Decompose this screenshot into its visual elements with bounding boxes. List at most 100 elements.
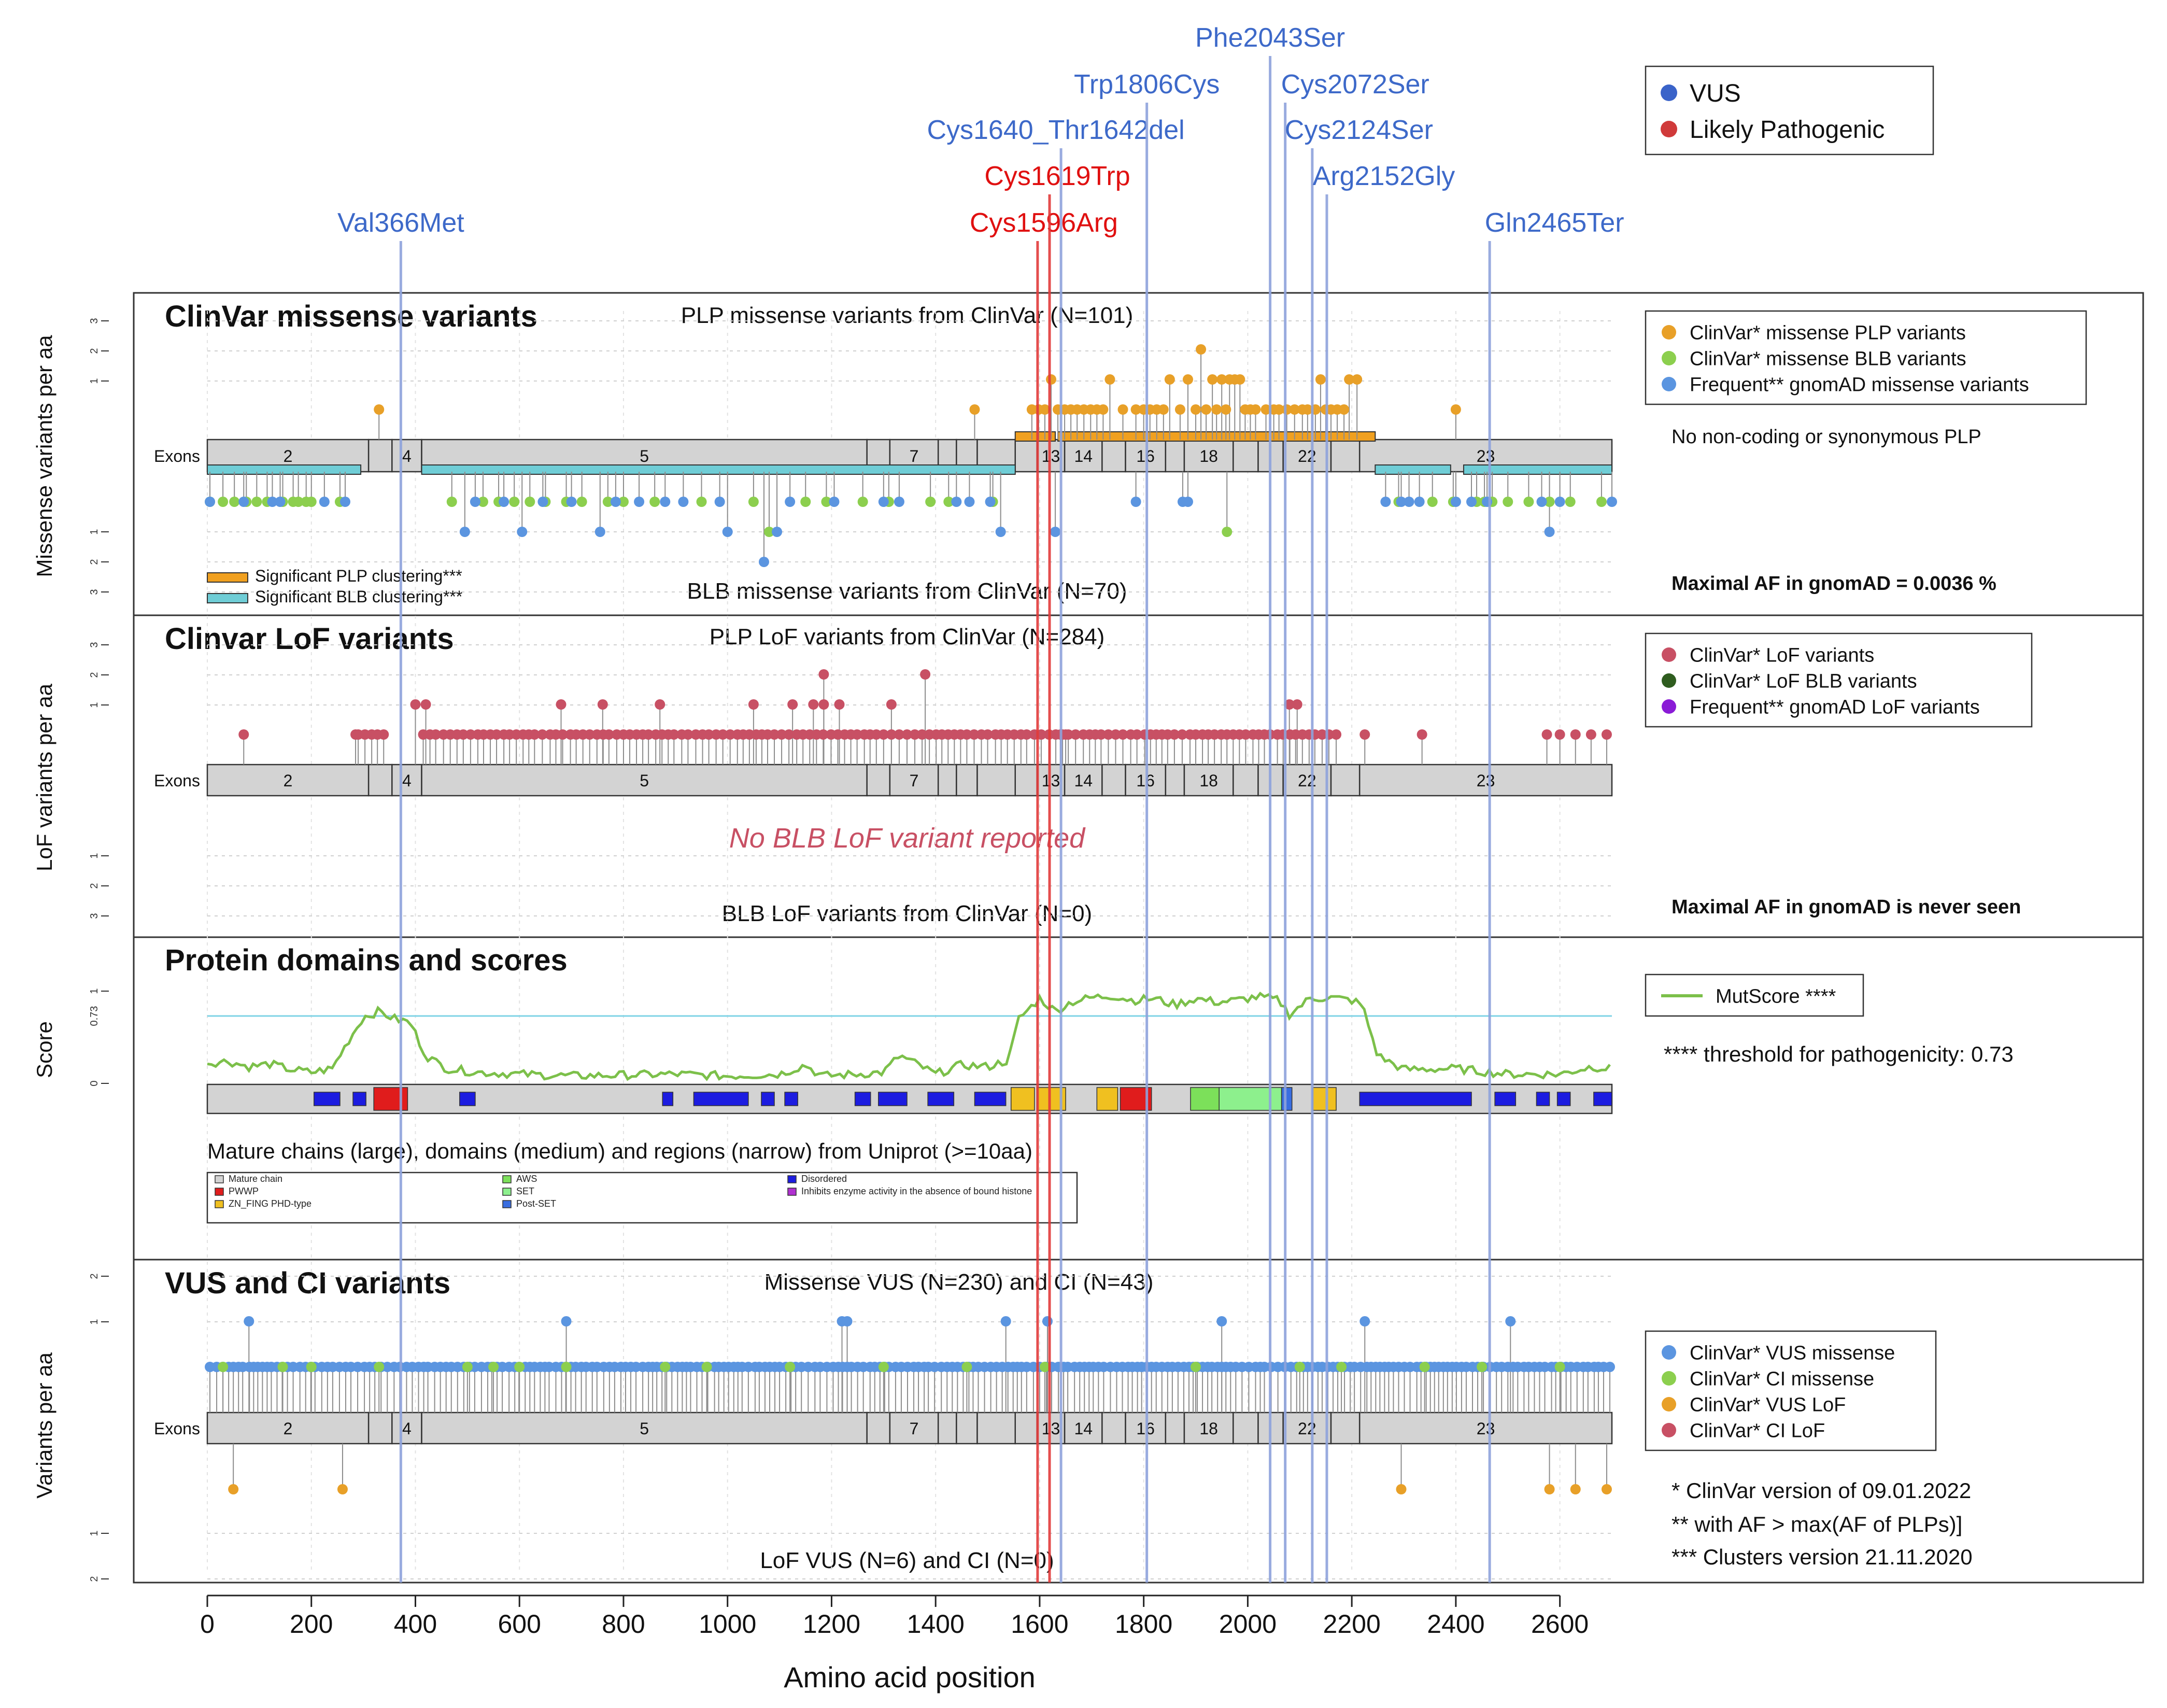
exon-box — [1330, 1411, 1361, 1445]
ci-missense-dot — [561, 1362, 572, 1372]
lof-plp-dot — [871, 729, 882, 740]
y-tick-label: 1 — [89, 702, 100, 708]
highlight-label: Cys2072Ser — [1281, 69, 1429, 100]
plp-missense-dot — [1191, 404, 1201, 415]
gnomad-missense-dot — [1050, 527, 1061, 537]
protein-feature — [974, 1092, 1007, 1106]
vus-missense-dot — [244, 1316, 254, 1326]
blb-missense-dot — [943, 497, 954, 507]
y-tick-label: 3 — [89, 589, 100, 595]
exon-label: 23 — [1477, 447, 1495, 465]
lof-plp-dot — [920, 669, 931, 680]
lof-plp-dot — [1554, 729, 1565, 740]
plp-missense-dot — [1344, 374, 1355, 385]
domains-caption: Mature chains (large), domains (medium) … — [207, 1139, 1032, 1163]
ci-missense-dot — [488, 1362, 499, 1372]
highlight-label: Val366Met — [337, 208, 464, 238]
protein-feature — [693, 1092, 749, 1106]
vus-missense-dot — [1042, 1316, 1053, 1326]
score-threshold-label: 0.73 — [89, 1006, 100, 1026]
feature-legend-swatch — [215, 1200, 224, 1208]
exon-label: 13 — [1042, 447, 1060, 465]
vus-lof-dot — [228, 1484, 239, 1494]
protein-feature — [314, 1092, 341, 1106]
missense-legend-label: ClinVar* missense PLP variants — [1690, 322, 1966, 344]
lof-plp-dot — [1103, 729, 1114, 740]
exon-label: 14 — [1074, 771, 1093, 790]
exon-box — [1233, 764, 1259, 797]
exon-box — [1014, 1411, 1038, 1445]
exon-box — [421, 764, 868, 797]
protein-feature — [1494, 1092, 1517, 1106]
exon-box — [937, 764, 957, 797]
x-tick-label: 0 — [200, 1610, 215, 1639]
lof-plp-dot — [917, 729, 928, 740]
exon-label: 16 — [1136, 447, 1155, 465]
plp-missense-dot — [1039, 404, 1050, 415]
lof-plp-dot — [769, 729, 780, 740]
y-tick-label: 1 — [89, 1319, 100, 1324]
protein-feature — [1536, 1092, 1550, 1106]
gnomad-missense-dot — [829, 497, 840, 507]
blb-missense-dot — [800, 497, 811, 507]
exon-box — [866, 1411, 891, 1445]
lof-plp-dot — [465, 729, 476, 740]
exon-box — [956, 1411, 978, 1445]
blb-missense-dot — [1427, 497, 1438, 507]
vus-missense-dot — [561, 1316, 572, 1326]
lof-plp-dot — [643, 729, 654, 740]
y-tick-label: 3 — [89, 642, 100, 647]
x-tick-label: 2400 — [1427, 1610, 1484, 1639]
protein-feature — [784, 1092, 798, 1106]
gnomad-missense-dot — [1396, 497, 1407, 507]
gnomad-missense-dot — [238, 497, 249, 507]
blb-missense-dot — [509, 497, 520, 507]
feature-legend-swatch — [787, 1188, 797, 1196]
protein-feature — [1556, 1092, 1571, 1106]
cluster-bar-blb — [207, 464, 362, 475]
exon-box — [1125, 764, 1167, 797]
blb-missense-dot — [748, 497, 759, 507]
ci-missense-dot — [660, 1362, 671, 1372]
highlighted-variant-lines: Val366Met Cys1596Arg Cys1619Trp Cys1640_Thr… — [337, 23, 1624, 1583]
exon-label: 16 — [1136, 1419, 1155, 1438]
ci-missense-dot — [1039, 1362, 1050, 1372]
cluster-bar-blb — [421, 464, 1016, 475]
lof-bottom-caption: BLB LoF variants from ClinVar (N=0) — [722, 901, 1092, 926]
exon-box — [1282, 1411, 1332, 1445]
gnomad-missense-dot — [1130, 497, 1141, 507]
feature-legend-label: ZN_FING PHD-type — [229, 1198, 311, 1209]
gnomad-missense-dot — [339, 497, 350, 507]
lof-plp-dot — [1177, 729, 1187, 740]
plp-missense-dot — [1158, 404, 1169, 415]
exon-box — [206, 1411, 370, 1445]
protein-feature — [352, 1092, 366, 1106]
plp-missense-dot — [1130, 404, 1141, 415]
exon-label: 7 — [910, 447, 919, 465]
highlight-label: Cys1640_Thr1642del — [927, 115, 1184, 145]
lof-plp-dot — [430, 729, 441, 740]
y-tick-label: 1 — [89, 378, 100, 384]
exon-box — [206, 764, 370, 797]
ci-missense-dot — [218, 1362, 229, 1372]
lof-legend-box — [1645, 632, 2033, 728]
exon-box — [956, 764, 978, 797]
lof-plp-dot — [1292, 699, 1302, 710]
missense-legend-label: ClinVar* missense BLB variants — [1690, 348, 1966, 370]
feature-legend-swatch — [215, 1175, 224, 1183]
ci-missense-dot — [374, 1362, 385, 1372]
lof-legend-swatch — [1662, 699, 1676, 714]
exon-label: 5 — [640, 771, 649, 790]
protein-feature — [854, 1092, 871, 1106]
lof-legend-swatch — [1662, 647, 1676, 662]
gnomad-missense-dot — [894, 497, 904, 507]
exon-label: 23 — [1477, 1419, 1495, 1438]
x-tick-label: 200 — [290, 1610, 333, 1639]
lof-plp-dot — [1117, 729, 1128, 740]
lof-plp-dot — [603, 729, 614, 740]
exon-label: 13 — [1042, 1419, 1060, 1438]
protein-feature — [1010, 1087, 1035, 1111]
exon-box — [367, 439, 393, 473]
exon-box — [866, 764, 891, 797]
